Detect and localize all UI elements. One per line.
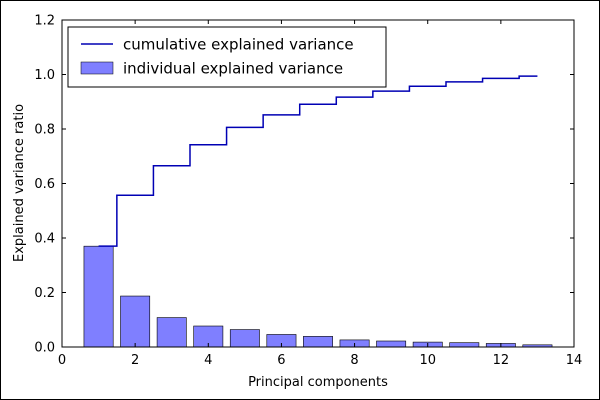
y-tick-label: 1.2 [34,14,55,29]
x-tick-label: 12 [493,353,510,368]
legend-cumulative-label: cumulative explained variance [123,36,354,54]
ticks-group: 0 2 4 6 8 10 12 14 0.0 0.2 0.4 0.6 0.8 1.0 1.2 [34,14,582,369]
x-tick-label: 6 [277,353,285,368]
legend: cumulative explained variance individual… [67,26,387,88]
y-tick-label: 1.0 [34,68,55,83]
y-axis-label: Explained variance ratio [12,104,27,262]
x-axis-label: Principal components [248,375,388,390]
x-tick-label: 4 [204,353,212,368]
legend-individual-swatch [80,61,114,75]
bar-pc-1 [83,245,114,348]
y-tick-label: 0.0 [34,341,55,356]
bar-pc-5 [229,329,260,348]
x-tick-label: 14 [566,353,583,368]
bar-pc-3 [156,317,187,348]
legend-individual-label: individual explained variance [123,60,343,78]
y-tick-label: 0.4 [34,232,55,247]
x-tick-label: 2 [131,353,139,368]
bars-group [83,245,553,348]
bar-pc-7 [303,336,333,348]
bar-pc-2 [120,295,151,348]
y-tick-label: 0.6 [34,177,55,192]
y-tick-label: 0.8 [34,123,55,138]
x-tick-label: 10 [419,353,436,368]
bar-pc-9 [376,340,407,348]
y-tick-label: 0.2 [34,286,55,301]
step-group [98,75,538,247]
x-tick-label: 0 [58,353,66,368]
legend-box [67,26,387,88]
cumulative-step-line [98,75,538,247]
x-tick-label: 8 [350,353,358,368]
bar-pc-11 [449,342,480,348]
